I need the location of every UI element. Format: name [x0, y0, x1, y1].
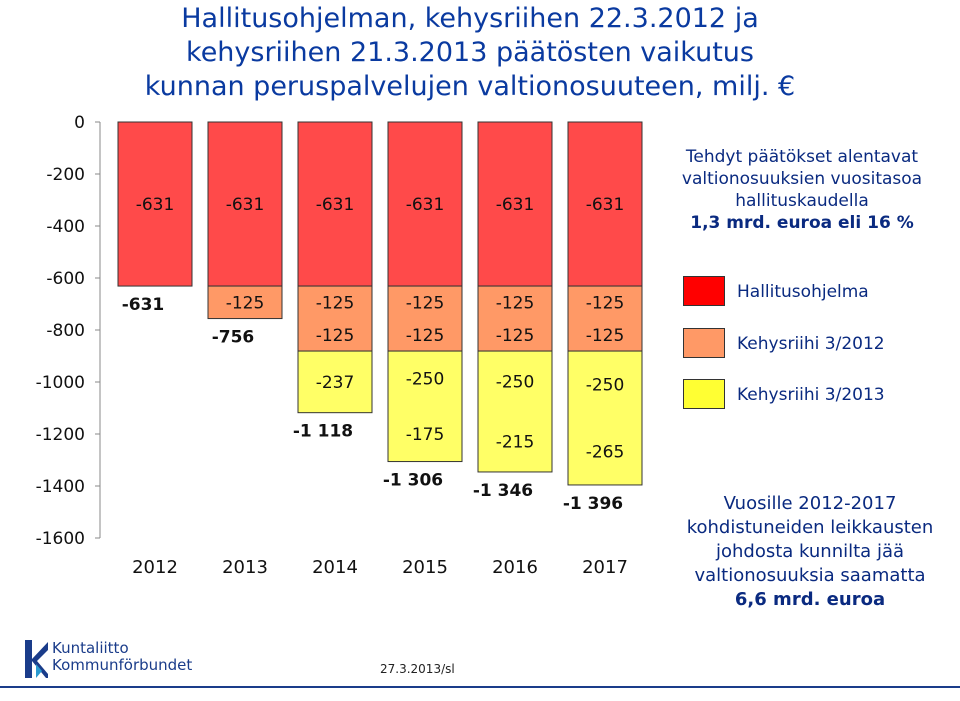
- chart-title: Hallitusohjelman, kehysriihen 22.3.2012 …: [110, 2, 830, 104]
- bar-segment-label: -631: [136, 195, 175, 215]
- kuntaliitto-logo: Kuntaliitto Kommunförbundet: [24, 640, 224, 684]
- bar-segment-label: -631: [586, 195, 625, 215]
- bar-hallitusohjelma-2016: [477, 121, 553, 287]
- bar-segment-label: -250: [406, 370, 445, 390]
- bar-segment-label: -125: [226, 293, 265, 313]
- bar-hallitusohjelma-2012: [117, 121, 193, 287]
- kuntaliitto-logo-icon: [25, 640, 48, 678]
- footer-rule: [0, 686, 960, 688]
- bar-kehysriihi-2012-2016: [477, 285, 553, 352]
- y-tick-label: -400: [46, 217, 85, 237]
- bar-kehysriihi-2013-2015: [387, 350, 463, 463]
- bar-total-label: -1 346: [473, 481, 533, 501]
- note-top-bold: 1,3 mrd. euroa eli 16 %: [690, 213, 914, 233]
- bar-kehysriihi-2012-2013: [207, 285, 283, 320]
- note-bottom-line-1: Vuosille 2012-2017: [723, 493, 897, 514]
- y-tick-label: 0: [74, 113, 85, 133]
- legend-label: Hallitusohjelma: [737, 282, 869, 302]
- bar-total-label: -1 396: [563, 494, 623, 514]
- note-top-line-3: hallituskaudella: [735, 191, 869, 211]
- bar-segment-label: -631: [226, 195, 265, 215]
- legend-label: Kehysriihi 3/2012: [737, 334, 885, 354]
- y-tick-label: -1600: [36, 529, 85, 549]
- bar-segment-label: -631: [406, 195, 445, 215]
- bar-total-label: -631: [122, 295, 165, 315]
- x-tick-label: 2017: [582, 557, 628, 578]
- bar-kehysriihi-2013-2017: [567, 350, 643, 486]
- title-line-3: kunnan peruspalvelujen valtionosuuteen, …: [144, 71, 796, 102]
- bar-segment-label: -125: [496, 293, 535, 313]
- bar-segment-label: -631: [496, 195, 535, 215]
- y-tick-label: -800: [46, 321, 85, 341]
- note-bottom-line-2: kohdistuneiden leikkausten: [686, 517, 934, 538]
- title-line-1: Hallitusohjelman, kehysriihen 22.3.2012 …: [181, 3, 759, 34]
- bar-total-label: -1 306: [383, 471, 443, 491]
- kuntaliitto-logo-text: Kuntaliitto Kommunförbundet: [52, 640, 192, 674]
- y-tick-label: -1000: [36, 373, 85, 393]
- y-tick-label: -200: [46, 165, 85, 185]
- bar-segment-label: -215: [496, 433, 535, 453]
- y-tick-label: -1200: [36, 425, 85, 445]
- title-line-2: kehysriihen 21.3.2013 päätösten vaikutus: [186, 37, 754, 68]
- note-top-line-1: Tehdyt päätökset alentavat: [685, 147, 919, 167]
- bar-total-label: -756: [212, 328, 255, 348]
- note-top-line-2: valtionosuuksien vuositasoa: [681, 169, 923, 189]
- bar-segment-label: -250: [496, 372, 535, 392]
- x-tick-label: 2016: [492, 557, 538, 578]
- footer-date: 27.3.2013/sl: [380, 662, 455, 676]
- bar-total-label: -1 118: [293, 422, 353, 442]
- note-bottom-line-3: johdosta kunnilta jää: [715, 541, 904, 562]
- bar-segment-label: -125: [406, 326, 445, 346]
- bar-hallitusohjelma-2017: [567, 121, 643, 287]
- y-tick-label: -600: [46, 269, 85, 289]
- legend-label: Kehysriihi 3/2013: [737, 385, 885, 405]
- logo-line-2: Kommunförbundet: [52, 656, 193, 674]
- bar-hallitusohjelma-2015: [387, 121, 463, 287]
- logo-line-1: Kuntaliitto: [52, 639, 129, 657]
- legend-swatch-red: [683, 276, 725, 306]
- note-top: Tehdyt päätökset alentavat valtionosuuks…: [652, 146, 952, 234]
- bar-kehysriihi-2013-2016: [477, 350, 553, 473]
- note-bottom-bold: 6,6 mrd. euroa: [734, 589, 886, 610]
- bar-segment-label: -237: [316, 373, 355, 393]
- x-tick-label: 2012: [132, 557, 178, 578]
- bar-kehysriihi-2012-2015: [387, 285, 463, 352]
- bar-segment-label: -125: [406, 293, 445, 313]
- bar-segment-label: -125: [316, 326, 355, 346]
- x-tick-label: 2015: [402, 557, 448, 578]
- bar-kehysriihi-2013-2014: [297, 350, 373, 414]
- note-bottom: Vuosille 2012-2017 kohdistuneiden leikka…: [660, 492, 960, 612]
- x-tick-label: 2013: [222, 557, 268, 578]
- legend-swatch-yellow: [683, 379, 725, 409]
- x-tick-label: 2014: [312, 557, 358, 578]
- bar-segment-label: -265: [586, 442, 625, 462]
- bar-segment-label: -125: [316, 293, 355, 313]
- legend-swatch-orange: [683, 328, 725, 358]
- bar-segment-label: -175: [406, 425, 445, 445]
- y-tick-label: -1400: [36, 477, 85, 497]
- bar-kehysriihi-2012-2017: [567, 285, 643, 352]
- note-bottom-line-4: valtionosuuksia saamatta: [694, 565, 926, 586]
- bar-segment-label: -125: [496, 326, 535, 346]
- bar-segment-label: -631: [316, 195, 355, 215]
- bar-segment-label: -250: [586, 376, 625, 396]
- bar-segment-label: -125: [586, 326, 625, 346]
- bar-segment-label: -125: [586, 293, 625, 313]
